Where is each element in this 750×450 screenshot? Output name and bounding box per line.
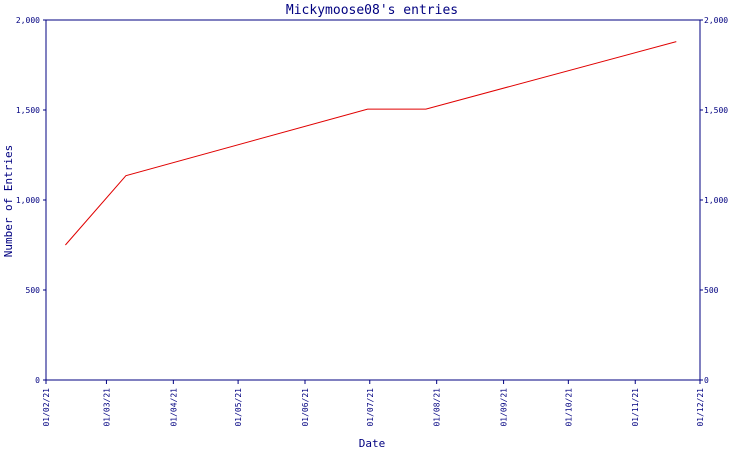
y-tick-label-right: 1,000 (704, 196, 728, 205)
x-tick-label: 01/11/21 (631, 388, 640, 427)
x-tick-label: 01/09/21 (500, 388, 509, 427)
series-line (65, 41, 677, 246)
y-tick-label-right: 1,500 (704, 106, 728, 115)
y-tick-label-right: 500 (704, 286, 719, 295)
x-axis-label: Date (359, 437, 386, 450)
x-tick-label: 01/05/21 (234, 388, 243, 427)
y-tick-label-left: 1,000 (16, 196, 40, 205)
x-tick-label: 01/02/21 (42, 388, 51, 427)
y-tick-label-left: 2,000 (16, 16, 40, 25)
y-axis-label: Number of Entries (2, 145, 15, 258)
chart-title: Mickymoose08's entries (286, 3, 458, 18)
y-axis-right: 0 500 1,000 1,500 2,000 (700, 16, 728, 385)
y-tick-label-right: 2,000 (704, 16, 728, 25)
y-tick-label-right: 0 (704, 376, 709, 385)
x-tick-label: 01/03/21 (102, 388, 111, 427)
y-tick-label-left: 1,500 (16, 106, 40, 115)
y-axis-left: 0 500 1,000 1,500 2,000 (16, 16, 46, 385)
x-axis: 01/02/21 01/03/21 01/04/21 01/05/21 01/06/21… (42, 380, 705, 427)
x-tick-label: 01/08/21 (433, 388, 442, 427)
y-tick-label-left: 500 (26, 286, 41, 295)
y-tick-label-left: 0 (35, 376, 40, 385)
plot-frame (45, 19, 701, 381)
x-tick-label: 01/06/21 (301, 388, 310, 427)
x-tick-label: 01/10/21 (564, 388, 573, 427)
series-layer (65, 41, 677, 246)
x-tick-label: 01/12/21 (696, 388, 705, 427)
x-tick-label: 01/04/21 (169, 388, 178, 427)
x-tick-label: 01/07/21 (366, 388, 375, 427)
